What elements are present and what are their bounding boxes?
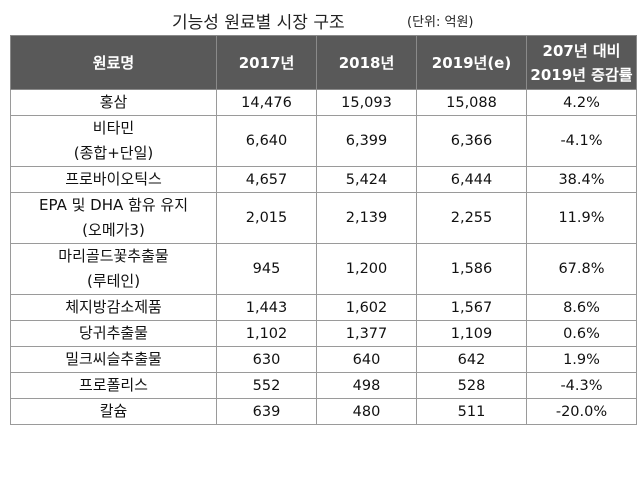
header-change: 207년 대비 2019년 증감률 xyxy=(526,35,637,90)
row-name: 홍삼 xyxy=(99,93,128,111)
table-row: 홍삼 14,476 15,093 15,088 4.2% xyxy=(10,89,637,116)
value-2018: 480 xyxy=(316,398,417,425)
value-2019: 6,444 xyxy=(416,166,527,193)
value-2017: 1,102 xyxy=(216,320,317,347)
value-2018: 5,424 xyxy=(316,166,417,193)
table-row: 당귀추출물 1,102 1,377 1,109 0.6% xyxy=(10,320,637,347)
row-name: 체지방감소제품 xyxy=(65,298,162,316)
value-change: 8.6% xyxy=(526,294,637,321)
value-2018: 1,377 xyxy=(316,320,417,347)
value-2017: 14,476 xyxy=(216,89,317,116)
value-change: 38.4% xyxy=(526,166,637,193)
value-2018: 640 xyxy=(316,346,417,373)
value-2019: 15,088 xyxy=(416,89,527,116)
table-row: EPA 및 DHA 함유 유지 (오메가3) 2,015 2,139 2,255 11.9… xyxy=(10,192,637,244)
row-name-sub: (종합+단일) xyxy=(73,144,154,162)
value-change: -20.0% xyxy=(526,398,637,425)
value-change: 4.2% xyxy=(526,89,637,116)
row-name: 비타민 xyxy=(92,119,135,137)
value-2019: 1,586 xyxy=(416,243,527,295)
value-2017: 1,443 xyxy=(216,294,317,321)
value-2019: 1,109 xyxy=(416,320,527,347)
value-2018: 2,139 xyxy=(316,192,417,244)
title-row: 기능성 원료별 시장 구조 (단위: 억원) xyxy=(0,8,640,33)
value-change: 1.9% xyxy=(526,346,637,373)
value-2019: 511 xyxy=(416,398,527,425)
table-row: 칼슘 639 480 511 -20.0% xyxy=(10,398,637,425)
row-name: 밀크씨슬추출물 xyxy=(65,350,162,368)
value-change: 0.6% xyxy=(526,320,637,347)
table-row: 마리골드꽃추출물 (루테인) 945 1,200 1,586 67.8% xyxy=(10,243,637,295)
value-change: 67.8% xyxy=(526,243,637,295)
header-2018: 2018년 xyxy=(316,35,417,90)
header-change-line2: 2019년 증감률 xyxy=(530,65,633,84)
value-2018: 498 xyxy=(316,372,417,399)
value-change: -4.1% xyxy=(526,115,637,167)
row-name-cell: EPA 및 DHA 함유 유지 (오메가3) xyxy=(10,192,217,244)
row-name-sub: (루테인) xyxy=(86,272,141,290)
row-name: 칼슘 xyxy=(99,402,128,420)
row-name: EPA 및 DHA 함유 유지 xyxy=(39,196,188,214)
value-2018: 6,399 xyxy=(316,115,417,167)
value-2017: 2,015 xyxy=(216,192,317,244)
value-2019: 2,255 xyxy=(416,192,527,244)
value-2019: 6,366 xyxy=(416,115,527,167)
header-2017: 2017년 xyxy=(216,35,317,90)
table-row: 프로바이오틱스 4,657 5,424 6,444 38.4% xyxy=(10,166,637,193)
value-2017: 639 xyxy=(216,398,317,425)
table-row: 밀크씨슬추출물 630 640 642 1.9% xyxy=(10,346,637,373)
value-2018: 1,200 xyxy=(316,243,417,295)
header-2019: 2019년(e) xyxy=(416,35,527,90)
row-name-cell: 홍삼 xyxy=(10,89,217,116)
value-2017: 630 xyxy=(216,346,317,373)
row-name-cell: 프로바이오틱스 xyxy=(10,166,217,193)
value-2019: 528 xyxy=(416,372,527,399)
market-structure-table: 원료명 2017년 2018년 2019년(e) 207년 대비 2019년 증… xyxy=(10,35,637,425)
table-row: 체지방감소제품 1,443 1,602 1,567 8.6% xyxy=(10,294,637,321)
header-name: 원료명 xyxy=(10,35,217,90)
row-name-cell: 칼슘 xyxy=(10,398,217,425)
value-change: -4.3% xyxy=(526,372,637,399)
value-2017: 945 xyxy=(216,243,317,295)
page-title: 기능성 원료별 시장 구조 xyxy=(172,13,345,33)
row-name: 프로바이오틱스 xyxy=(65,170,162,188)
unit-label: (단위: 억원) xyxy=(407,15,474,30)
row-name: 당귀추출물 xyxy=(78,324,148,342)
value-2017: 6,640 xyxy=(216,115,317,167)
row-name-cell: 체지방감소제품 xyxy=(10,294,217,321)
value-2019: 1,567 xyxy=(416,294,527,321)
table-body: 홍삼 14,476 15,093 15,088 4.2% 비타민 (종합+단일) 6,640 6… xyxy=(10,89,637,425)
header-row: 원료명 2017년 2018년 2019년(e) 207년 대비 2019년 증… xyxy=(10,35,637,90)
row-name-cell: 프로폴리스 xyxy=(10,372,217,399)
table-row: 프로폴리스 552 498 528 -4.3% xyxy=(10,372,637,399)
value-2018: 1,602 xyxy=(316,294,417,321)
row-name-sub: (오메가3) xyxy=(82,221,145,239)
row-name-cell: 밀크씨슬추출물 xyxy=(10,346,217,373)
row-name-cell: 당귀추출물 xyxy=(10,320,217,347)
header-change-line1: 207년 대비 xyxy=(542,41,621,60)
value-2017: 4,657 xyxy=(216,166,317,193)
value-2018: 15,093 xyxy=(316,89,417,116)
value-2019: 642 xyxy=(416,346,527,373)
row-name: 프로폴리스 xyxy=(78,376,148,394)
row-name-cell: 비타민 (종합+단일) xyxy=(10,115,217,167)
row-name-cell: 마리골드꽃추출물 (루테인) xyxy=(10,243,217,295)
value-2017: 552 xyxy=(216,372,317,399)
row-name: 마리골드꽃추출물 xyxy=(58,247,169,265)
value-change: 11.9% xyxy=(526,192,637,244)
table-row: 비타민 (종합+단일) 6,640 6,399 6,366 -4.1% xyxy=(10,115,637,167)
